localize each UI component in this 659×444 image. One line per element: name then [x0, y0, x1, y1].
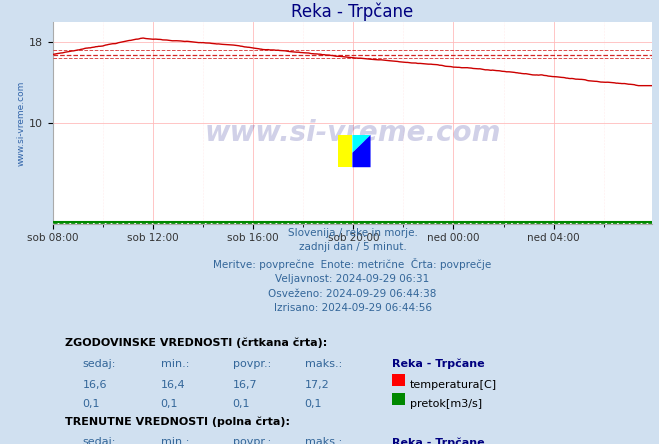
Text: min.:: min.: [161, 437, 189, 444]
Bar [337, 135, 353, 167]
Text: povpr.:: povpr.: [233, 437, 271, 444]
Polygon shape [353, 135, 370, 167]
Text: 0,1: 0,1 [233, 399, 250, 409]
Text: 0,1: 0,1 [304, 399, 322, 409]
Bar [391, 393, 405, 405]
Text: maks.:: maks.: [304, 359, 342, 369]
Text: maks.:: maks.: [304, 437, 342, 444]
Text: TRENUTNE VREDNOSTI (polna črta):: TRENUTNE VREDNOSTI (polna črta): [65, 416, 290, 427]
Text: 16,6: 16,6 [83, 380, 107, 390]
Text: www.si-vreme.com: www.si-vreme.com [204, 119, 501, 147]
Text: 16,7: 16,7 [233, 380, 257, 390]
Text: ZGODOVINSKE VREDNOSTI (črtkana črta):: ZGODOVINSKE VREDNOSTI (črtkana črta): [65, 338, 327, 349]
Text: 16,4: 16,4 [161, 380, 185, 390]
Text: sedaj:: sedaj: [83, 359, 116, 369]
Text: temperatura[C]: temperatura[C] [409, 380, 497, 390]
Text: min.:: min.: [161, 359, 189, 369]
Text: Reka - Trpčane: Reka - Trpčane [391, 359, 484, 369]
Text: 0,1: 0,1 [83, 399, 100, 409]
Polygon shape [353, 135, 370, 153]
Text: sedaj:: sedaj: [83, 437, 116, 444]
Text: Slovenija / reke in morje.
zadnji dan / 5 minut.
Meritve: povprečne  Enote: metr: Slovenija / reke in morje. zadnji dan / … [214, 228, 492, 313]
Title: Reka - Trpčane: Reka - Trpčane [291, 2, 414, 20]
Text: Reka - Trpčane: Reka - Trpčane [391, 437, 484, 444]
Text: 17,2: 17,2 [304, 380, 330, 390]
Text: 0,1: 0,1 [161, 399, 178, 409]
Bar [391, 374, 405, 386]
Text: pretok[m3/s]: pretok[m3/s] [409, 399, 482, 409]
Text: povpr.:: povpr.: [233, 359, 271, 369]
Y-axis label: www.si-vreme.com: www.si-vreme.com [17, 80, 26, 166]
